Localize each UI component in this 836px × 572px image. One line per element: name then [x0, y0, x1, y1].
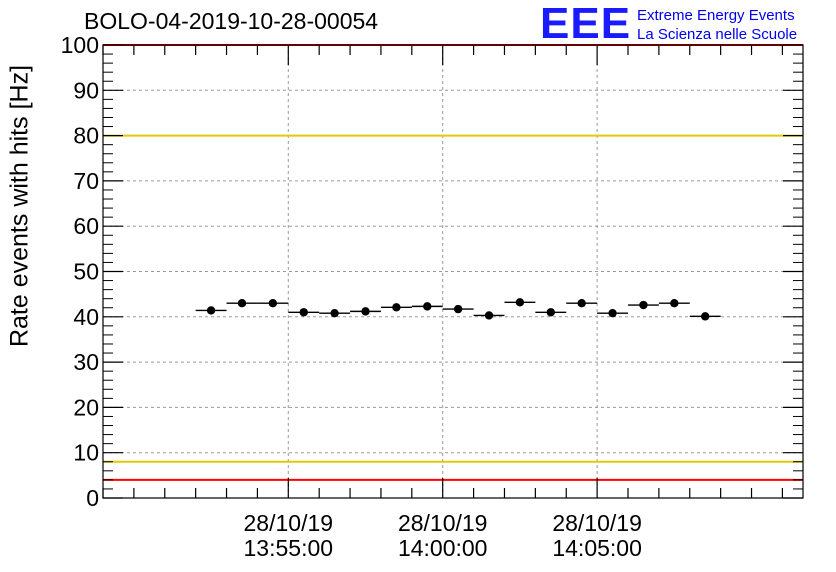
- data-point: [670, 299, 679, 308]
- y-tick-label: 30: [73, 349, 99, 375]
- y-tick-label: 20: [73, 394, 99, 420]
- y-tick-label: 90: [73, 77, 99, 103]
- plot-title: BOLO-04-2019-10-28-00054: [84, 8, 379, 34]
- y-tick-labels: 0 10 20 30 40 50 60 70 80 90 100: [61, 32, 99, 511]
- x-tick-labels: 28/10/1913:55:0028/10/1914:00:0028/10/19…: [244, 510, 642, 561]
- eee-logo-letters: EEE: [540, 0, 632, 48]
- data-points: [195, 298, 721, 321]
- axis-ticks: [102, 44, 803, 499]
- x-tick-time-label: 14:05:00: [552, 535, 642, 561]
- y-tick-label: 100: [61, 32, 99, 58]
- data-point: [330, 308, 339, 318]
- data-point: [299, 308, 308, 317]
- data-point: [268, 299, 278, 308]
- data-point: [577, 299, 586, 308]
- data-point: [423, 302, 432, 311]
- y-tick-label: 60: [73, 213, 99, 239]
- data-point: [546, 308, 555, 317]
- x-tick-date-label: 28/10/19: [552, 510, 642, 536]
- data-point: [392, 303, 401, 312]
- data-point: [361, 307, 370, 316]
- data-point: [639, 300, 648, 310]
- y-axis-label: Rate events with hits [Hz]: [5, 64, 34, 348]
- threshold-lines: [103, 44, 803, 481]
- x-tick-time-label: 14:00:00: [398, 535, 488, 561]
- logo-line-1: Extreme Energy Events: [637, 7, 795, 24]
- y-tick-label: 80: [73, 123, 99, 149]
- x-tick-time-label: 13:55:00: [244, 535, 334, 561]
- y-tick-label: 50: [73, 259, 99, 285]
- y-tick-label: 0: [86, 485, 99, 511]
- data-point: [701, 312, 710, 321]
- data-point: [608, 308, 617, 318]
- data-point: [206, 306, 216, 315]
- y-tick-label: 70: [73, 168, 99, 194]
- y-tick-label: 40: [73, 304, 99, 330]
- grid: [103, 45, 803, 498]
- logo-line-2: La Scienza nelle Scuole: [637, 26, 798, 43]
- x-tick-date-label: 28/10/19: [398, 510, 488, 536]
- data-point: [237, 299, 247, 308]
- data-point: [484, 311, 494, 320]
- y-tick-label: 10: [73, 440, 99, 466]
- data-point: [453, 304, 463, 314]
- x-tick-date-label: 28/10/19: [244, 510, 334, 536]
- data-point: [515, 298, 525, 307]
